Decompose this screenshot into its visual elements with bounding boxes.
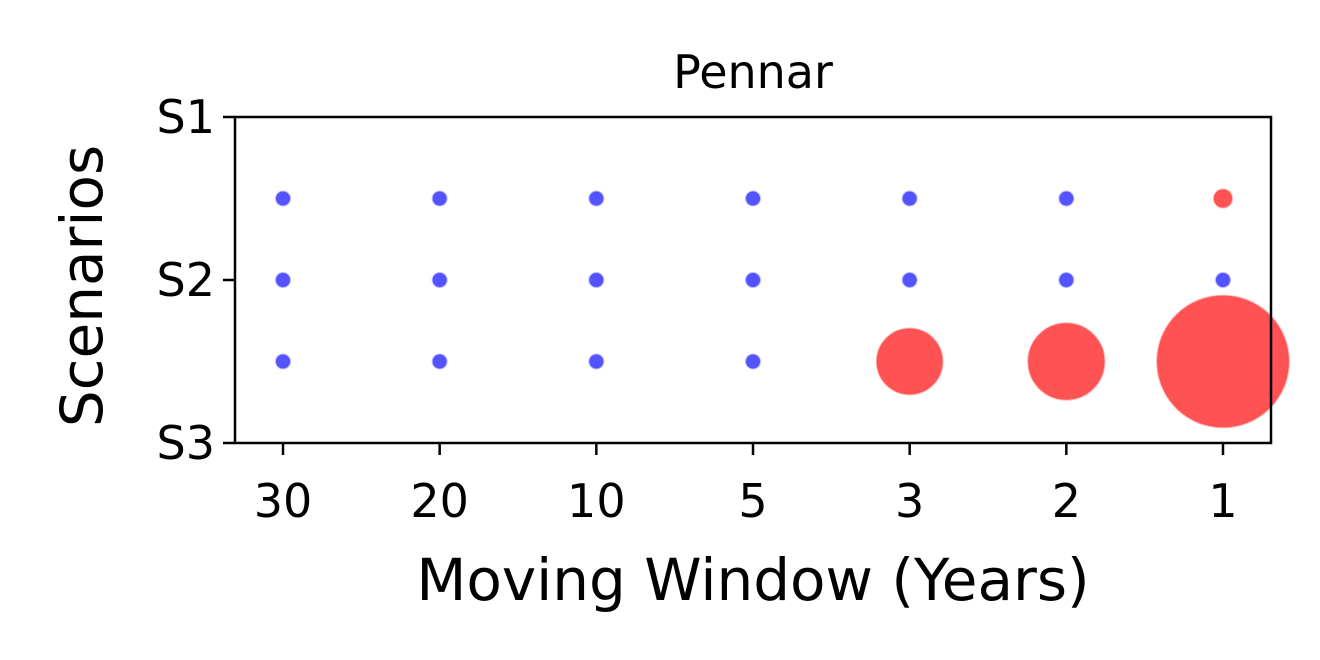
data-point-18 [874,326,945,397]
data-point-13 [1214,271,1232,289]
data-point-20 [1155,293,1291,430]
data-points [274,187,1291,430]
data-point-4 [900,189,919,208]
y-tick-label-S3: S3 [157,416,215,470]
y-axis-ticks: S1 S2 S3 [157,90,235,470]
data-point-5 [1057,189,1076,208]
data-point-11 [900,271,919,289]
y-axis-label: Scenarios [48,145,116,427]
data-point-3 [744,189,762,208]
data-point-15 [430,352,449,371]
x-tick-label-2: 2 [1052,474,1081,528]
data-point-7 [274,271,292,289]
y-tick-label-S1: S1 [157,90,215,144]
data-point-17 [744,352,762,371]
x-tick-label-10: 10 [567,474,626,528]
x-axis-ticks: 30 20 10 5 3 2 1 [254,443,1238,528]
data-point-10 [744,271,762,289]
data-point-16 [587,352,606,371]
x-axis-label: Moving Window (Years) [416,546,1089,614]
data-point-0 [274,189,292,208]
data-point-8 [430,271,449,289]
data-point-6 [1211,187,1235,210]
x-tick-label-1: 1 [1208,474,1237,528]
x-tick-label-5: 5 [738,474,767,528]
data-point-14 [274,352,292,371]
x-tick-label-20: 20 [410,474,469,528]
x-tick-label-30: 30 [254,474,313,528]
data-point-19 [1026,321,1107,402]
data-point-2 [587,189,606,208]
x-tick-label-3: 3 [895,474,924,528]
data-point-12 [1057,271,1076,289]
chart-title: Pennar [673,45,833,99]
y-tick-label-S2: S2 [157,253,215,307]
data-point-1 [430,189,449,208]
data-point-9 [587,271,606,289]
